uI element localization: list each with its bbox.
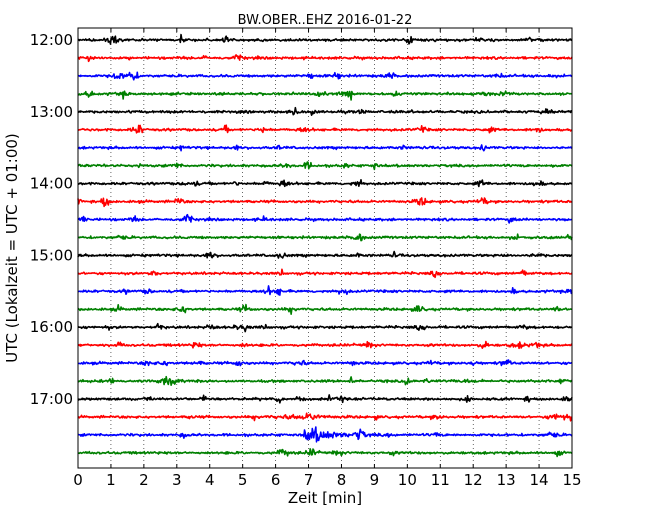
trace-line <box>77 233 573 242</box>
grid-lines <box>110 28 540 468</box>
trace-line <box>77 359 573 367</box>
x-tick-label: 10 <box>398 471 417 489</box>
trace-line <box>77 426 573 443</box>
x-tick-label: 12 <box>464 471 483 489</box>
trace-line <box>77 197 573 208</box>
trace-line <box>77 178 573 188</box>
axis-ticks <box>77 28 573 468</box>
y-tick-label: 14:00 <box>30 175 73 193</box>
trace-line <box>77 375 573 387</box>
x-tick-label: 15 <box>562 471 581 489</box>
y-tick-label: 13:00 <box>30 103 73 121</box>
x-tick-label: 14 <box>530 471 549 489</box>
plot-background <box>78 28 572 468</box>
trace-line <box>77 268 573 279</box>
x-tick-label: 11 <box>431 471 450 489</box>
trace-line <box>77 144 573 152</box>
x-tick-label: 3 <box>172 471 182 489</box>
traces <box>77 33 573 458</box>
trace-line <box>77 250 573 259</box>
y-tick-label: 15:00 <box>30 246 73 264</box>
plot-frame <box>77 27 573 469</box>
x-tick-label: 7 <box>304 471 314 489</box>
trace-line <box>77 213 573 224</box>
trace-line <box>77 285 573 296</box>
y-tick-labels: 12:00 13:00 14:00 15:00 16:00 17:00 <box>30 31 73 408</box>
trace-line <box>77 161 573 171</box>
x-tick-label: 6 <box>271 471 281 489</box>
trace-line <box>77 322 573 333</box>
x-tick-label: 9 <box>370 471 380 489</box>
trace-line <box>77 54 573 63</box>
x-axis-label: Zeit [min] <box>288 489 362 507</box>
x-tick-label: 1 <box>106 471 116 489</box>
y-axis-label: UTC (Lokalzeit = UTC + 01:00) <box>3 133 21 363</box>
chart-title: BW.OBER..EHZ 2016-01-22 <box>238 13 413 28</box>
trace-line <box>77 71 573 81</box>
trace-line <box>77 124 573 134</box>
trace-line <box>77 448 573 458</box>
y-tick-label: 17:00 <box>30 390 73 408</box>
trace-line <box>77 340 573 350</box>
trace-line <box>77 90 573 101</box>
trace-line <box>77 412 573 422</box>
trace-line <box>77 33 573 45</box>
trace-line <box>77 303 573 315</box>
x-tick-label: 2 <box>139 471 149 489</box>
x-tick-label: 4 <box>205 471 215 489</box>
x-tick-label: 5 <box>238 471 248 489</box>
x-tick-label: 0 <box>73 471 83 489</box>
trace-line <box>77 394 573 404</box>
y-tick-label: 12:00 <box>30 31 73 49</box>
y-tick-label: 16:00 <box>30 318 73 336</box>
x-tick-label: 13 <box>497 471 516 489</box>
trace-line <box>77 106 573 117</box>
x-tick-labels: 0 1 2 3 4 5 6 7 8 9 10 11 12 13 14 15 <box>73 471 581 489</box>
x-tick-label: 8 <box>337 471 347 489</box>
